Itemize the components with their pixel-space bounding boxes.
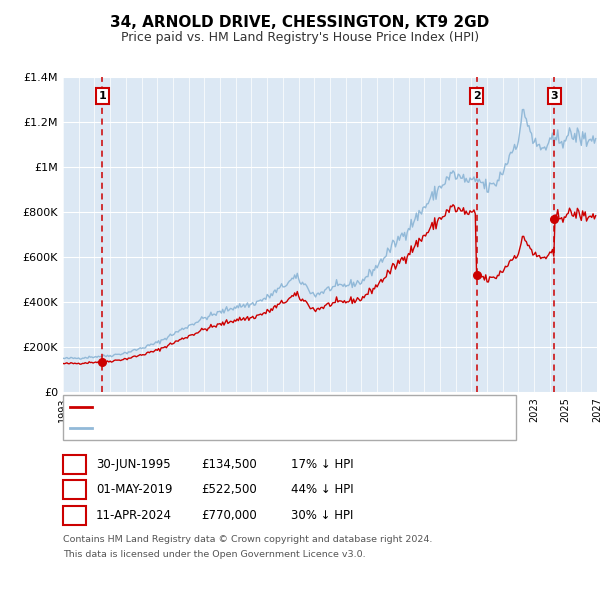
- Text: £134,500: £134,500: [201, 458, 257, 471]
- Text: 17% ↓ HPI: 17% ↓ HPI: [291, 458, 353, 471]
- Text: 1: 1: [98, 91, 106, 101]
- Text: HPI: Average price, detached house, Kingston upon Thames: HPI: Average price, detached house, King…: [96, 422, 424, 432]
- Text: 30% ↓ HPI: 30% ↓ HPI: [291, 509, 353, 522]
- Text: £770,000: £770,000: [201, 509, 257, 522]
- Text: £522,500: £522,500: [201, 483, 257, 496]
- Text: 34, ARNOLD DRIVE, CHESSINGTON, KT9 2GD: 34, ARNOLD DRIVE, CHESSINGTON, KT9 2GD: [110, 15, 490, 30]
- Text: 11-APR-2024: 11-APR-2024: [96, 509, 172, 522]
- Text: 01-MAY-2019: 01-MAY-2019: [96, 483, 173, 496]
- Text: 44% ↓ HPI: 44% ↓ HPI: [291, 483, 353, 496]
- Text: 3: 3: [70, 509, 79, 522]
- Text: This data is licensed under the Open Government Licence v3.0.: This data is licensed under the Open Gov…: [63, 550, 365, 559]
- Text: 2: 2: [473, 91, 481, 101]
- Text: 1: 1: [70, 458, 79, 471]
- Text: 30-JUN-1995: 30-JUN-1995: [96, 458, 170, 471]
- Text: 3: 3: [550, 91, 558, 101]
- Text: Price paid vs. HM Land Registry's House Price Index (HPI): Price paid vs. HM Land Registry's House …: [121, 31, 479, 44]
- Text: 2: 2: [70, 483, 79, 496]
- Text: 34, ARNOLD DRIVE, CHESSINGTON, KT9 2GD (detached house): 34, ARNOLD DRIVE, CHESSINGTON, KT9 2GD (…: [96, 402, 440, 412]
- Text: Contains HM Land Registry data © Crown copyright and database right 2024.: Contains HM Land Registry data © Crown c…: [63, 535, 433, 544]
